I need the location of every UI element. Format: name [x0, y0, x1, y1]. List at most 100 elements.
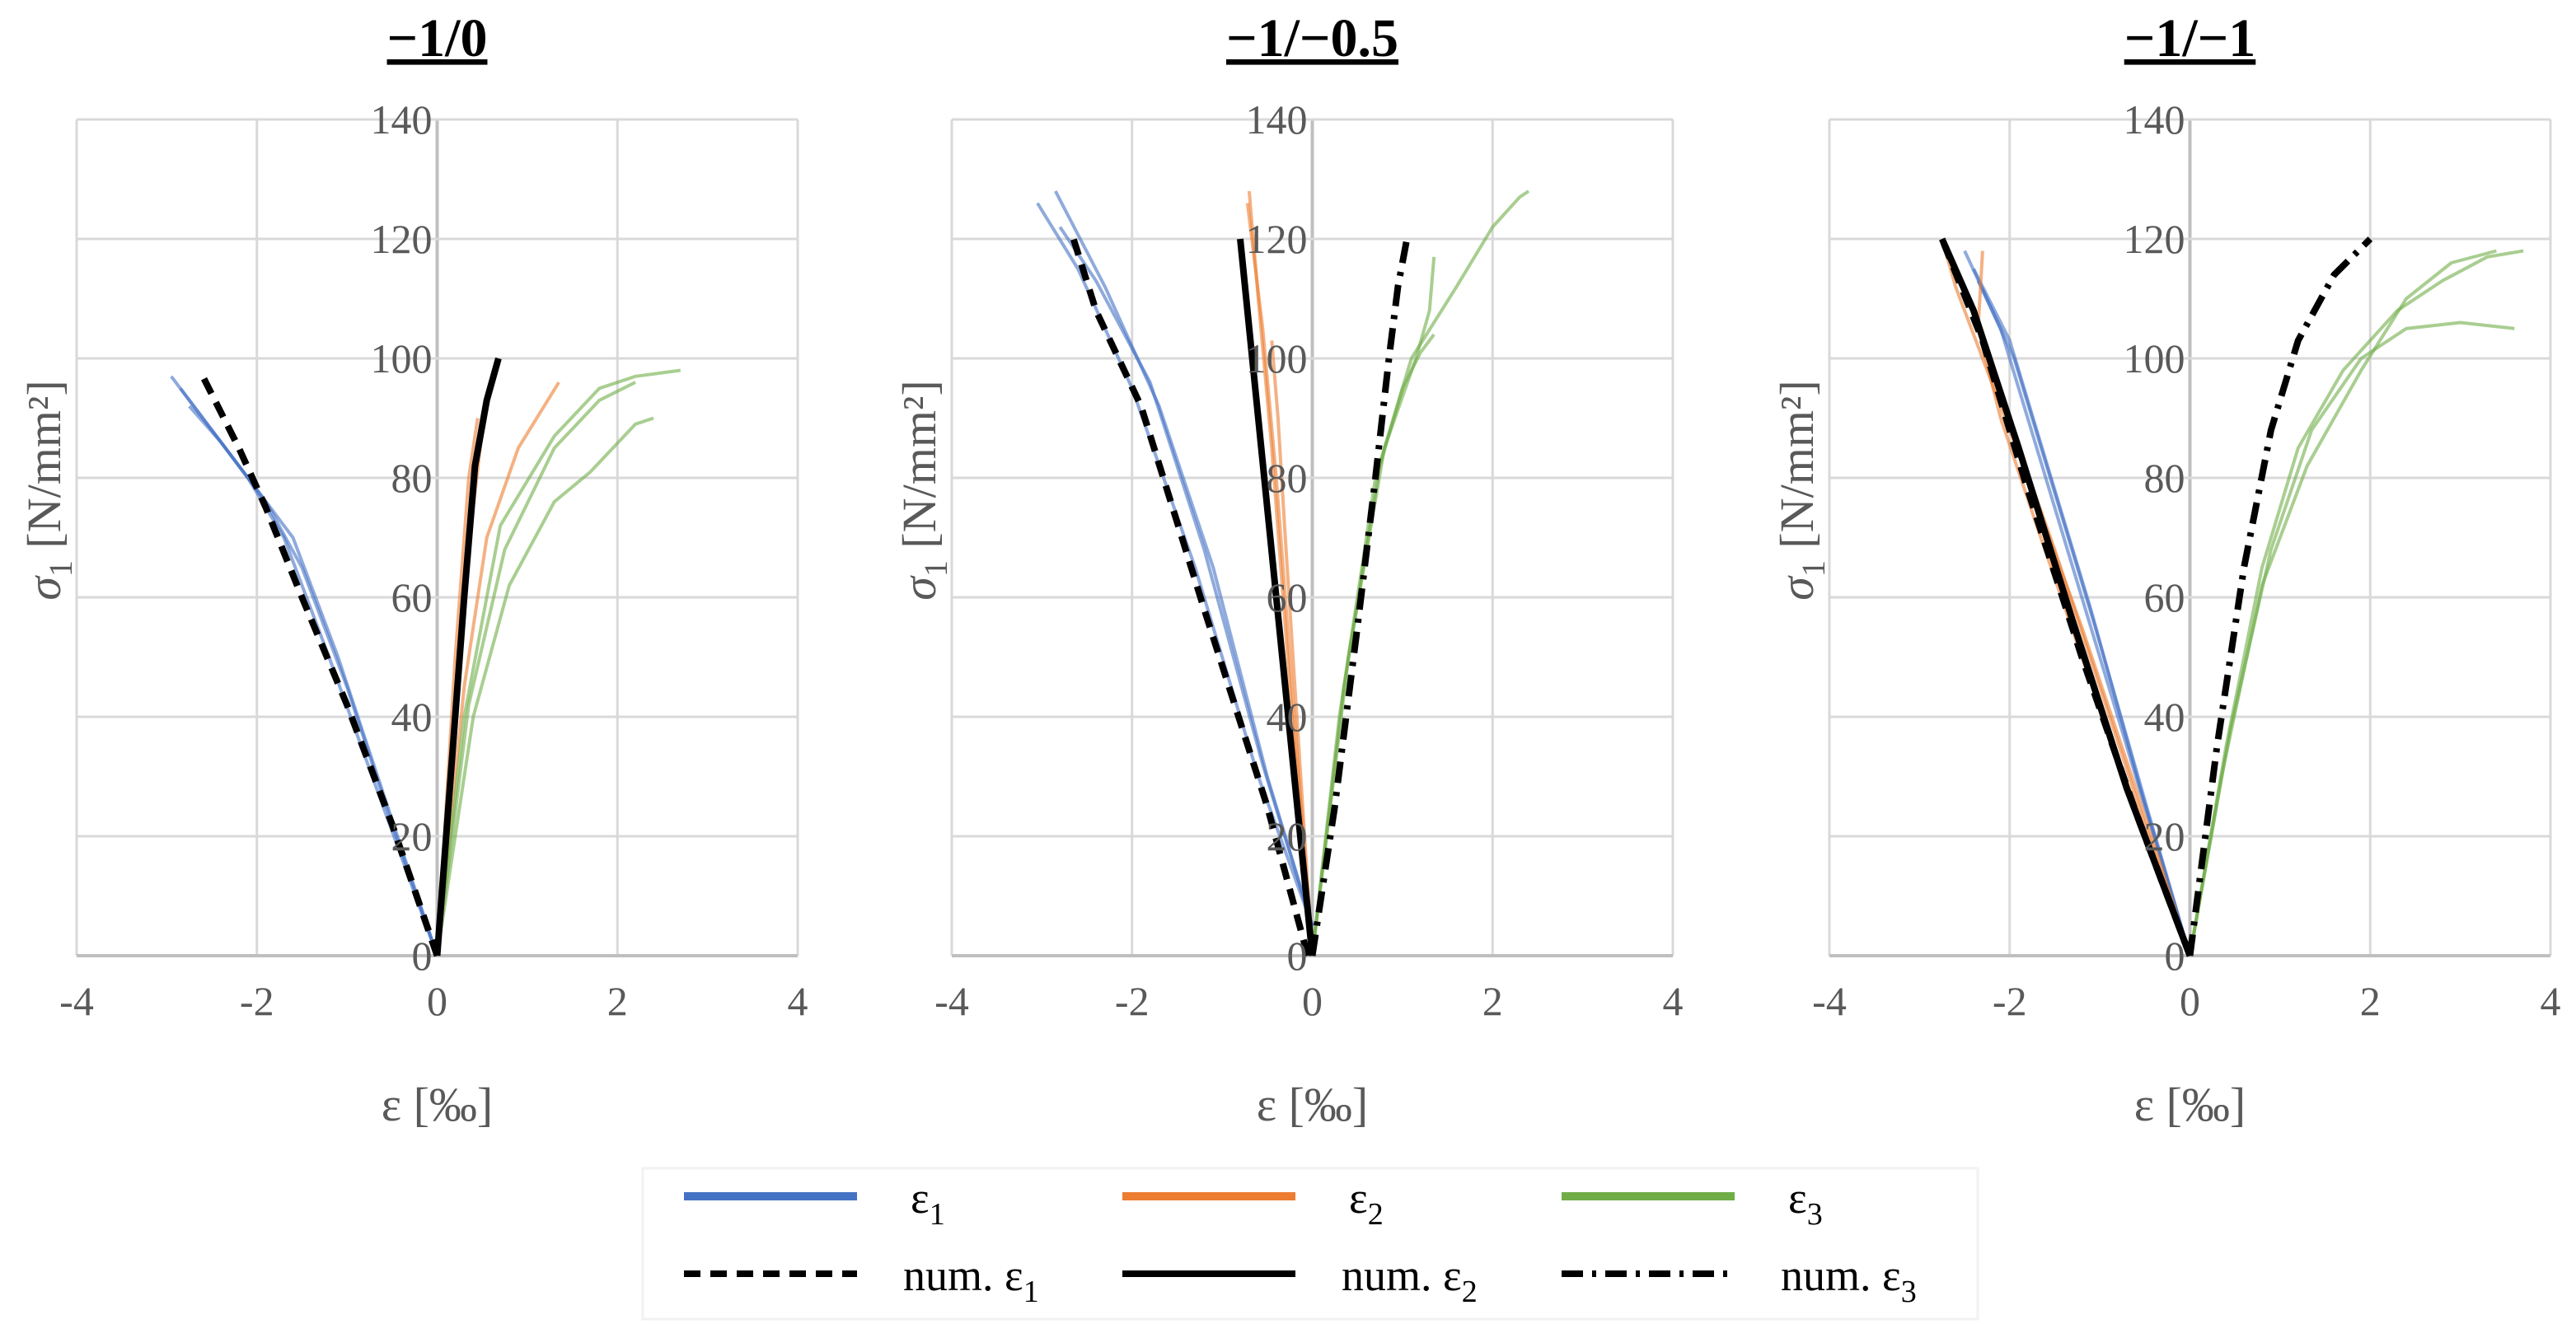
x-axis-label: ε [‰] [1257, 1078, 1368, 1131]
y-tick-label: 60 [2144, 574, 2185, 620]
x-tick-label: -4 [1812, 978, 1847, 1024]
y-tick-label: 40 [391, 694, 433, 740]
series-line-exp3 [1310, 256, 1436, 957]
y-tick-label: 20 [2144, 813, 2185, 859]
y-tick-label: 0 [412, 933, 433, 979]
legend-symbol: ε [1005, 1251, 1023, 1300]
y-axis-subscript: 1 [42, 560, 79, 577]
y-axis-label: σ1 [N/mm²] [1770, 380, 1832, 600]
y-tick-label: 80 [1267, 455, 1308, 501]
legend-subscript: 1 [1023, 1275, 1039, 1309]
series-line-num2 [1939, 237, 2194, 957]
y-axis-symbol: σ [17, 575, 71, 601]
y-axis-label: σ1 [N/mm²] [17, 380, 79, 600]
y-tick-label: 60 [391, 574, 433, 620]
legend-prefix: num. [1342, 1251, 1443, 1300]
legend-prefix: num. [1781, 1251, 1882, 1300]
legend-label: num. ε3 [1781, 1251, 1917, 1309]
series-line-exp2 [1270, 340, 1314, 957]
x-tick-label: -2 [1115, 978, 1150, 1024]
series-line-num2 [433, 357, 502, 957]
legend-symbol: ε [911, 1173, 930, 1223]
x-tick-label: 0 [427, 978, 447, 1024]
series-line-exp2 [435, 381, 560, 957]
x-axis-label: ε [‰] [2134, 1078, 2246, 1131]
y-tick-label: 120 [371, 216, 433, 262]
x-tick-label: 0 [1302, 978, 1323, 1024]
legend-symbol: ε [1349, 1173, 1368, 1223]
y-axis-label: σ1 [N/mm²] [892, 380, 954, 600]
y-tick-label: 120 [1246, 216, 1308, 262]
legend-item: num. ε2 [1122, 1251, 1478, 1309]
y-tick-label: 20 [391, 813, 433, 859]
series-line-num2 [1237, 238, 1316, 957]
x-tick-label: -2 [240, 978, 274, 1024]
legend-label: num. ε1 [903, 1251, 1039, 1309]
y-axis-unit: [N/mm²] [892, 380, 946, 560]
y-tick-label: 60 [1267, 574, 1308, 620]
legend-symbol: ε [1882, 1251, 1901, 1300]
y-tick-label: 120 [2124, 216, 2185, 262]
x-tick-label: -4 [59, 978, 94, 1024]
series-line-exp3 [435, 368, 681, 957]
x-tick-label: 4 [2541, 978, 2561, 1024]
y-axis-unit: [N/mm²] [1770, 380, 1824, 560]
legend-subscript: 2 [1368, 1197, 1384, 1232]
y-tick-label: 0 [1287, 933, 1308, 979]
y-tick-label: 100 [1246, 335, 1308, 381]
series-line-exp3 [435, 381, 636, 957]
legend-subscript: 3 [1901, 1275, 1917, 1309]
y-axis-subscript: 1 [1795, 560, 1832, 577]
x-tick-label: -4 [934, 978, 969, 1024]
y-tick-label: 140 [2124, 96, 2185, 143]
y-axis-symbol: σ [892, 575, 946, 601]
legend-item: ε2 [1122, 1173, 1384, 1232]
legend-box [641, 1167, 1979, 1321]
legend-label: ε1 [911, 1173, 945, 1232]
legend-item: num. ε1 [684, 1251, 1039, 1309]
y-tick-label: 100 [371, 335, 433, 381]
x-tick-label: -2 [1993, 978, 2027, 1024]
y-tick-label: 20 [1267, 813, 1308, 859]
series-line-exp3 [2188, 249, 2497, 957]
series-line-num1 [199, 375, 441, 957]
x-tick-label: 2 [1482, 978, 1503, 1024]
legend-label: ε3 [1788, 1173, 1823, 1232]
x-tick-label: 2 [607, 978, 628, 1024]
panel-title: −1/−0.5 [1226, 8, 1398, 68]
panel-title: −1/−1 [2124, 8, 2256, 68]
x-tick-label: 2 [2360, 978, 2381, 1024]
y-tick-label: 40 [1267, 694, 1308, 740]
series-line-exp2 [1245, 203, 1314, 957]
legend-subscript: 3 [1807, 1197, 1823, 1232]
legend-item: num. ε3 [1562, 1251, 1917, 1309]
legend-symbol: ε [1788, 1173, 1807, 1223]
y-tick-label: 0 [2165, 933, 2185, 979]
x-tick-label: 4 [788, 978, 808, 1024]
legend-prefix: num. [903, 1251, 1005, 1300]
series-line-num3 [1309, 238, 1411, 957]
series-line-exp1 [1976, 279, 2192, 957]
x-tick-label: 0 [2180, 978, 2200, 1024]
series-line-exp1 [1058, 226, 1314, 927]
y-tick-label: 140 [1246, 96, 1308, 143]
legend-symbol: ε [1443, 1251, 1462, 1300]
legend-subscript: 1 [930, 1197, 945, 1232]
legend-item: ε3 [1562, 1173, 1823, 1232]
y-axis-subscript: 1 [917, 560, 954, 577]
y-tick-label: 40 [2144, 694, 2185, 740]
series-line-exp3 [435, 416, 654, 957]
legend-label: ε2 [1349, 1173, 1384, 1232]
x-axis-label: ε [‰] [382, 1078, 493, 1131]
legend-label: num. ε2 [1342, 1251, 1478, 1309]
legend-subscript: 2 [1462, 1275, 1478, 1309]
y-tick-label: 140 [371, 96, 433, 143]
series-line-num3 [2186, 236, 2373, 957]
y-tick-label: 100 [2124, 335, 2185, 381]
y-tick-label: 80 [391, 455, 433, 501]
